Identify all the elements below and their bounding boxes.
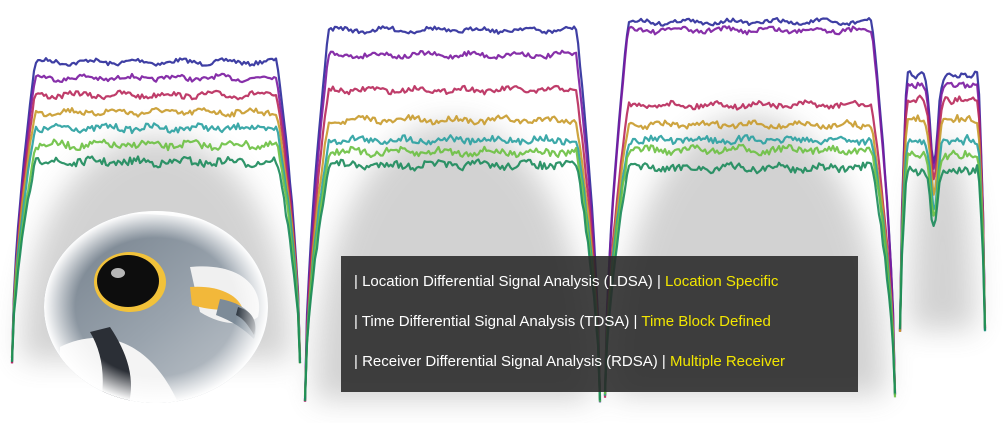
signal-trace-line bbox=[898, 134, 987, 332]
signal-trace-line bbox=[10, 89, 302, 364]
signal-trace-line bbox=[603, 17, 897, 396]
signal-trace-line bbox=[303, 145, 602, 402]
signal-trace-line bbox=[303, 134, 602, 402]
ldsa-line: | Location Differential Signal Analysis … bbox=[354, 268, 858, 308]
signal-trace-line bbox=[303, 25, 602, 403]
ldsa-highlight: Location Specific bbox=[665, 273, 779, 290]
signal-trace-line bbox=[303, 158, 602, 402]
signal-trace-line bbox=[603, 143, 897, 398]
pipe-separator: | bbox=[629, 313, 642, 330]
analysis-info-box: | Location Differential Signal Analysis … bbox=[341, 256, 858, 392]
signal-trace-line bbox=[10, 72, 302, 364]
signal-trace-line bbox=[303, 84, 602, 402]
signal-trace-line bbox=[10, 155, 302, 364]
signal-trace-line bbox=[603, 25, 897, 397]
pipe-separator: | bbox=[354, 273, 363, 290]
rdsa-line: | Receiver Differential Signal Analysis … bbox=[354, 348, 858, 388]
pipe-separator: | bbox=[354, 353, 363, 370]
signal-trace-line bbox=[603, 161, 897, 394]
signal-trace-line bbox=[303, 114, 602, 401]
signal-trace-line bbox=[898, 94, 987, 332]
tdsa-label: Time Differential Signal Analysis (TDSA) bbox=[361, 313, 630, 330]
signal-trace-line bbox=[10, 138, 302, 364]
signal-trace-line bbox=[603, 99, 897, 398]
ldsa-label: Location Differential Signal Analysis (L… bbox=[362, 273, 653, 290]
signal-trace-line bbox=[898, 70, 987, 332]
rdsa-highlight: Multiple Receiver bbox=[669, 353, 786, 370]
rdsa-label: Receiver Differential Signal Analysis (R… bbox=[362, 353, 658, 370]
tdsa-line: | Time Differential Signal Analysis (TDS… bbox=[354, 308, 858, 348]
signal-trace-line bbox=[898, 81, 987, 332]
signal-trace-line bbox=[10, 122, 302, 361]
signal-trace-line bbox=[898, 164, 987, 331]
pipe-separator: | bbox=[354, 313, 362, 330]
signal-trace-line bbox=[898, 114, 987, 333]
falcon-head-image bbox=[44, 211, 268, 403]
pipe-separator: | bbox=[657, 353, 670, 370]
pipe-separator: | bbox=[652, 273, 666, 290]
tdsa-highlight: Time Block Defined bbox=[641, 313, 771, 330]
signal-trace-line bbox=[603, 119, 897, 396]
signal-trace-line bbox=[10, 107, 302, 358]
signal-trace-line bbox=[898, 149, 987, 329]
signal-trace-line bbox=[303, 49, 602, 402]
signal-trace-line bbox=[603, 134, 897, 396]
trace-shadow bbox=[910, 138, 975, 330]
signal-trace-line bbox=[10, 57, 302, 364]
